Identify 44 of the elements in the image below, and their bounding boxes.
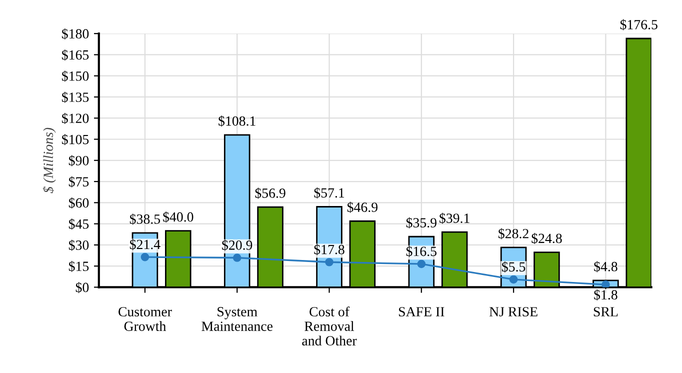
y-tick-label: $15: [68, 260, 89, 272]
x-tick-label: SAFE II: [398, 307, 444, 316]
y-tick-label: $105: [62, 134, 89, 146]
data-label: $38.5: [130, 214, 160, 225]
point: [140, 252, 150, 262]
point: [509, 275, 518, 284]
y-tick-label: $30: [68, 240, 89, 251]
x-tick-label: NJ RISE: [489, 307, 538, 316]
data-label: $28.2: [498, 228, 528, 240]
data-label: $4.8: [594, 261, 618, 272]
data-label: $46.9: [347, 202, 378, 213]
point: [417, 260, 426, 268]
y-tick-label: $135: [62, 92, 89, 103]
y-tick-label: $180: [62, 28, 89, 40]
data-label: $20.9: [222, 240, 252, 251]
data-label: $57.1: [314, 187, 344, 199]
x-tick-label: Cost of Removal and Other: [302, 306, 357, 346]
y-axis-title: $ (Millions): [42, 128, 56, 194]
data-label: $24.8: [532, 232, 562, 244]
data-label: $176.5: [620, 19, 658, 30]
point: [325, 258, 334, 266]
y-tick-label: $60: [68, 197, 89, 209]
point: [602, 280, 610, 288]
data-label: $56.9: [255, 188, 286, 199]
data-label: $39.1: [440, 212, 470, 224]
y-tick-label: $165: [62, 49, 89, 61]
data-label: $35.9: [406, 217, 436, 228]
data-label: $108.1: [218, 116, 256, 127]
data-label: $5.5: [502, 261, 526, 272]
x-tick-label: Customer Growth: [118, 307, 172, 331]
y-tick-label: $45: [68, 218, 89, 230]
point: [232, 254, 242, 262]
y-tick-label: $120: [62, 112, 89, 124]
y-tick-label: $75: [68, 176, 89, 188]
data-label: $17.8: [314, 244, 344, 256]
y-tick-label: $0: [76, 282, 89, 294]
y-tick-label: $90: [68, 155, 89, 166]
y-tick-label: $150: [62, 70, 89, 82]
x-tick-label: System Maintenance: [202, 307, 272, 331]
data-label: $40.0: [163, 211, 194, 223]
data-label: $21.4: [130, 238, 160, 250]
data-label: $16.5: [406, 246, 436, 257]
data-label: $1.8: [594, 289, 618, 300]
x-tick-label: SRL: [594, 307, 618, 316]
